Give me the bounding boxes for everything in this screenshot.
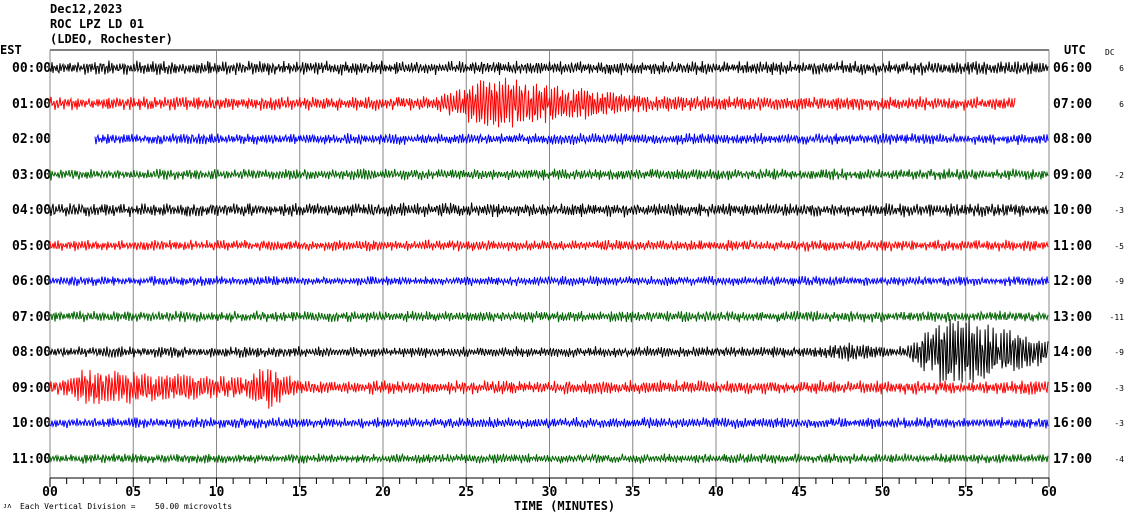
- utc-zone-label: UTC: [1064, 43, 1086, 57]
- dc-offset-label: -3: [1114, 383, 1124, 393]
- x-tick-label: 15: [292, 485, 308, 500]
- dc-offset-label: -9: [1114, 348, 1124, 357]
- trace-0800: [49, 318, 1049, 383]
- trace-0400: [49, 202, 1049, 218]
- x-tick-label: 20: [375, 485, 391, 500]
- x-tick-label: 10: [209, 485, 225, 500]
- trace-0600: [49, 275, 1049, 287]
- x-tick-label: 45: [791, 485, 807, 500]
- dc-offset-label: -5: [1114, 241, 1124, 251]
- dc-offset-label: -11: [1109, 312, 1124, 322]
- trace-0900: [49, 368, 1049, 409]
- x-tick-label: 30: [542, 485, 558, 500]
- est-time-label: 10:00: [12, 416, 52, 431]
- dc-header: DC: [1105, 48, 1115, 57]
- dc-offset-label: 6: [1119, 99, 1124, 109]
- dc-offset-label: -3: [1114, 206, 1124, 215]
- trace-0500: [49, 239, 1049, 252]
- est-time-label: 01:00: [12, 96, 52, 112]
- x-tick-label: 50: [875, 485, 891, 500]
- est-time-label: 06:00: [12, 274, 52, 289]
- x-tick-label: 55: [958, 485, 974, 500]
- trace-1100: [49, 452, 1049, 465]
- logo-mark: ᴊᴧ: [3, 502, 12, 510]
- station-title: ROC LPZ LD 01: [50, 17, 144, 31]
- trace-1000: [49, 417, 1049, 429]
- x-axis-label: TIME (MINUTES): [514, 499, 616, 513]
- utc-time-label: 06:00: [1053, 61, 1093, 76]
- utc-time-label: 17:00: [1053, 451, 1093, 467]
- x-tick-label: 35: [625, 485, 641, 500]
- est-time-label: 00:00: [12, 61, 52, 76]
- utc-time-label: 14:00: [1053, 345, 1093, 360]
- utc-time-label: 10:00: [1053, 203, 1093, 218]
- trace-0300: [49, 168, 1049, 181]
- est-time-label: 03:00: [12, 167, 52, 183]
- dc-offset-label: -2: [1114, 170, 1124, 180]
- est-zone-label: EST: [0, 43, 22, 57]
- utc-time-label: 09:00: [1053, 167, 1093, 183]
- trace-0100: [49, 77, 1016, 128]
- scale-value: 50.00 microvolts: [155, 502, 233, 511]
- dc-offset-label: -3: [1114, 419, 1124, 428]
- utc-time-label: 11:00: [1053, 238, 1093, 254]
- trace-0000: [49, 60, 1049, 76]
- est-time-label: 08:00: [12, 345, 52, 360]
- utc-time-label: 08:00: [1053, 132, 1093, 147]
- est-time-label: 09:00: [12, 380, 52, 396]
- trace-0200: [94, 132, 1049, 145]
- x-tick-label: 40: [708, 485, 724, 500]
- utc-time-label: 07:00: [1053, 96, 1093, 112]
- date-title: Dec12,2023: [50, 2, 123, 16]
- utc-time-label: 15:00: [1053, 380, 1093, 396]
- dc-offset-label: 6: [1119, 64, 1124, 73]
- est-time-label: 11:00: [12, 451, 52, 467]
- x-tick-label: 00: [42, 485, 58, 500]
- x-tick-label: 05: [125, 485, 141, 500]
- scale-label: Each Vertical Division =: [20, 502, 136, 511]
- trace-0700: [49, 310, 1049, 323]
- est-time-label: 02:00: [12, 132, 52, 147]
- est-time-label: 05:00: [12, 238, 52, 254]
- network-title: (LDEO, Rochester): [50, 32, 173, 46]
- x-tick-label: 60: [1041, 485, 1057, 500]
- dc-offset-label: -4: [1114, 454, 1124, 464]
- dc-offset-label: -9: [1114, 277, 1124, 286]
- x-tick-label: 25: [458, 485, 474, 500]
- utc-time-label: 12:00: [1053, 274, 1093, 289]
- est-time-label: 07:00: [12, 309, 52, 325]
- utc-time-label: 16:00: [1053, 416, 1093, 431]
- est-time-label: 04:00: [12, 203, 52, 218]
- utc-time-label: 13:00: [1053, 309, 1093, 325]
